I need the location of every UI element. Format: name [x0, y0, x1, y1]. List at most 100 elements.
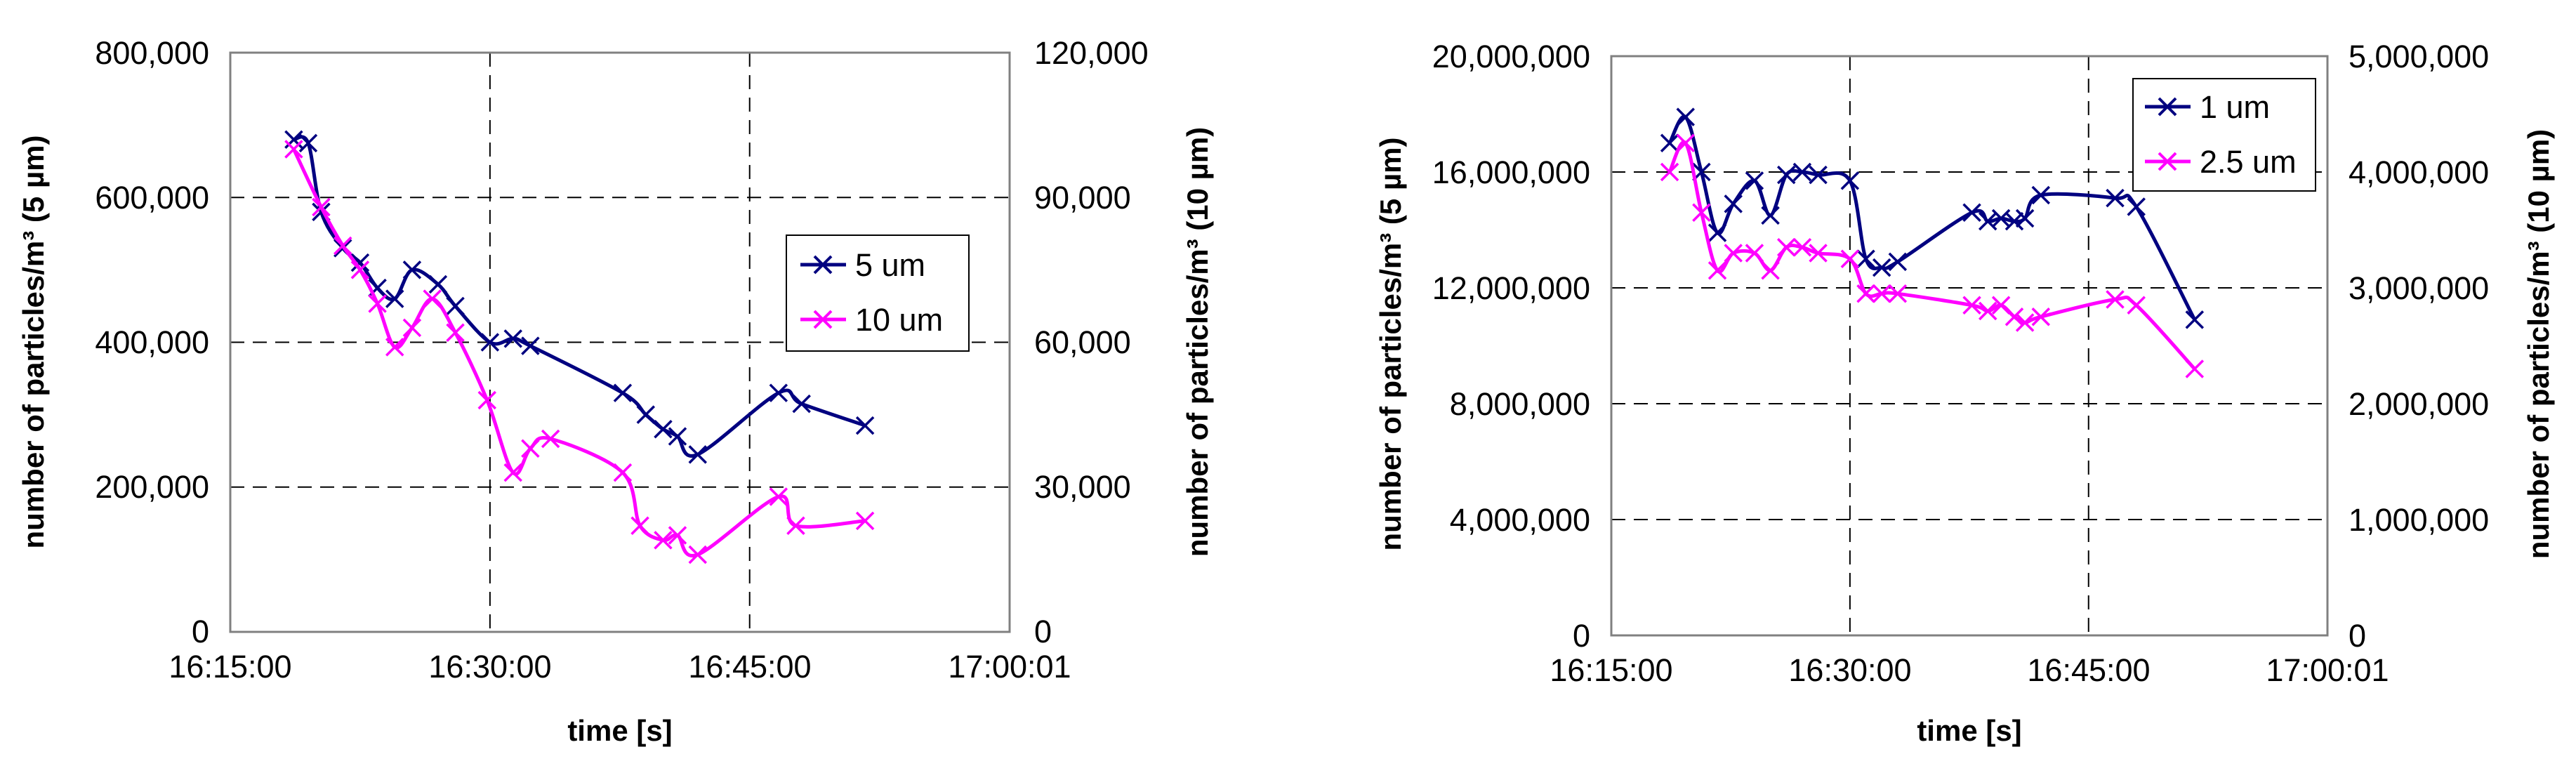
data-point-marker [446, 296, 465, 316]
legend: 1 um 2.5 um [2132, 78, 2316, 192]
data-point-marker [1856, 284, 1875, 303]
data-point-marker [2004, 211, 2024, 231]
x-tick-label: 16:30:00 [428, 649, 551, 685]
data-point-marker [402, 260, 422, 279]
y2-tick-label: 0 [2349, 618, 2366, 654]
legend-swatch-marker [2158, 152, 2177, 171]
data-point-marker [2106, 188, 2125, 208]
data-point-marker [480, 333, 500, 352]
legend-swatch-marker [813, 255, 833, 275]
data-point-marker [786, 516, 805, 535]
data-point-marker [1761, 206, 1780, 225]
data-point-marker [1708, 223, 1727, 242]
x-axis-ticks: 16:15:00 16:30:00 16:45:00 17:00:01 [1550, 652, 2389, 688]
data-point-marker [1708, 261, 1727, 280]
data-point-marker [2127, 296, 2146, 315]
data-point-marker [2015, 313, 2035, 332]
data-point-marker [298, 133, 318, 153]
data-point-marker [2031, 185, 2051, 205]
data-point-marker [350, 260, 370, 279]
data-point-marker [1888, 284, 1908, 303]
data-point-marker [769, 487, 788, 506]
y-tick-label: 16,000,000 [1432, 154, 1590, 190]
data-point-marker [1745, 171, 1764, 190]
data-point-marker [1962, 203, 1981, 222]
data-point-marker [654, 531, 673, 550]
y-tick-label: 0 [1573, 618, 1590, 654]
legend-box [2132, 78, 2316, 192]
y2-tick-label: 90,000 [1034, 180, 1131, 216]
x-tick-label: 16:15:00 [169, 649, 291, 685]
y-tick-label: 400,000 [95, 324, 209, 360]
y-tick-label: 8,000,000 [1450, 386, 1590, 422]
data-point-marker [503, 329, 522, 348]
chart-right: 0 4,000,000 8,000,000 12,000,000 16,000,… [1374, 39, 2555, 747]
data-point-marker [284, 130, 303, 149]
data-point-marker [1792, 162, 1812, 182]
plot-area-frame [229, 51, 1011, 633]
data-point-marker [792, 394, 811, 414]
data-point-marker [428, 275, 448, 294]
legend-label: 2.5 um [2200, 144, 2297, 180]
x-tick-label: 16:30:00 [1788, 652, 1911, 688]
y2-axis-title: number of particles/m³ (10 µm) [1181, 127, 1214, 557]
y2-tick-label: 1,000,000 [2349, 502, 2489, 538]
data-point-marker [1809, 165, 1828, 185]
y-tick-label: 0 [192, 614, 209, 649]
data-point-marker [350, 253, 370, 272]
data-point-marker [2004, 308, 2024, 326]
data-point-marker [668, 427, 687, 446]
data-point-marker [368, 294, 387, 313]
y-axis-title: number of particles/m³ (5 µm) [1374, 138, 1407, 551]
data-point-marker [1745, 244, 1764, 263]
data-point-marker [2031, 308, 2051, 326]
data-point-marker [613, 383, 633, 402]
series-line [293, 135, 866, 458]
y2-axis-ticks: 0 1,000,000 2,000,000 3,000,000 4,000,00… [2349, 39, 2489, 654]
y2-tick-label: 0 [1034, 614, 1052, 649]
data-point-marker [2185, 359, 2205, 378]
data-point-marker [1777, 238, 1796, 257]
data-point-marker [1792, 238, 1812, 257]
y-axis-title: number of particles/m³ (5 µm) [17, 136, 50, 549]
data-point-marker [668, 526, 687, 545]
data-point-marker [423, 289, 442, 308]
x-tick-label: 16:15:00 [1550, 652, 1672, 688]
data-point-marker [654, 420, 673, 439]
y2-tick-label: 4,000,000 [2349, 154, 2489, 190]
data-point-marker [1962, 296, 1981, 315]
x-axis-title: time [s] [567, 714, 672, 747]
data-point-marker [2127, 197, 2146, 216]
data-point-marker [521, 439, 540, 458]
data-point-marker [312, 197, 331, 217]
legend-label: 1 um [2200, 89, 2270, 125]
data-point-marker [284, 140, 303, 159]
y2-tick-label: 30,000 [1034, 469, 1131, 505]
data-point-marker [385, 289, 404, 308]
legend-swatch-marker [813, 310, 833, 329]
data-point-marker [1724, 244, 1743, 263]
chart-left: 0 200,000 400,000 600,000 800,000 0 30,0… [17, 35, 1214, 747]
legend-box [786, 234, 970, 352]
data-point-marker [1761, 261, 1780, 280]
series-layer [284, 130, 875, 564]
data-point-marker [630, 516, 649, 535]
x-tick-label: 17:00:01 [948, 649, 1071, 685]
data-point-marker [1777, 165, 1796, 185]
data-point-marker [1660, 133, 1679, 152]
y2-axis-ticks: 0 30,000 60,000 90,000 120,000 [1034, 35, 1149, 649]
data-point-marker [1872, 258, 1891, 277]
data-point-marker [2106, 290, 2125, 309]
gridlines [230, 53, 1010, 632]
data-point-marker [385, 338, 404, 357]
y2-tick-label: 3,000,000 [2349, 270, 2489, 306]
x-tick-label: 16:45:00 [2027, 652, 2150, 688]
data-point-marker [1724, 194, 1743, 213]
y2-tick-label: 2,000,000 [2349, 386, 2489, 422]
x-axis-title: time [s] [1917, 714, 2021, 747]
data-point-marker [1676, 133, 1695, 152]
data-point-marker [855, 416, 875, 435]
data-point-marker [521, 336, 540, 355]
data-point-marker [1888, 252, 1908, 272]
